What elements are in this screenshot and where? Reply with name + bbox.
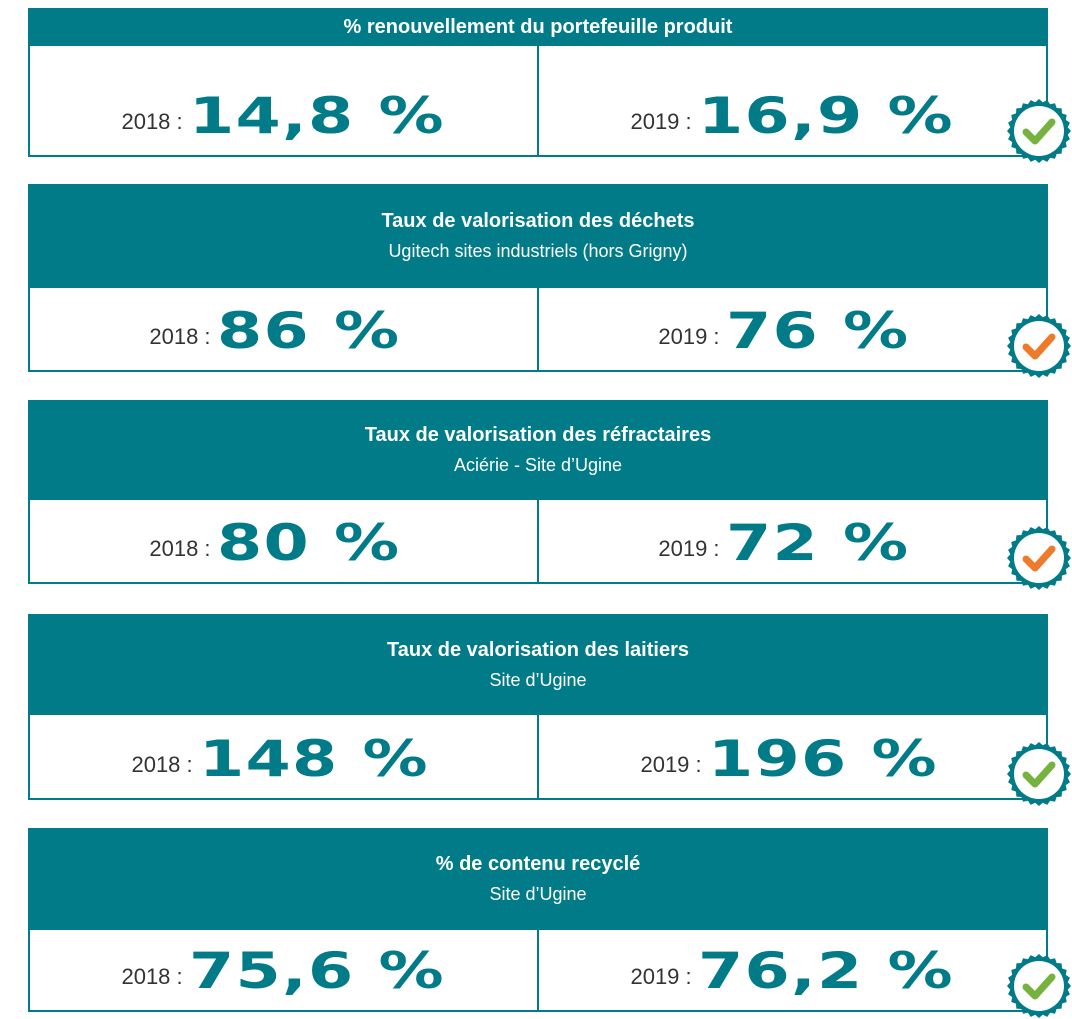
value-cell: 2018 :80 % xyxy=(30,500,537,582)
year-label: 2019 : xyxy=(630,109,692,134)
value: 75,6 % xyxy=(188,942,445,1000)
value: 86 % xyxy=(216,302,400,360)
card-subtitle: Site d’Ugine xyxy=(489,669,587,690)
year-label: 2018 : xyxy=(121,964,183,989)
value-cell: 2019 :16,9 % xyxy=(537,46,1046,155)
card-body: 2018 :80 % 2019 :72 % xyxy=(28,500,1048,584)
card-title: % de contenu recyclé xyxy=(435,853,641,875)
card: Taux de valorisation des laitiers Site d’… xyxy=(28,614,1048,800)
value-cell: 2018 :14,8 % xyxy=(30,46,537,155)
card-title: Taux de valorisation des déchets xyxy=(381,210,695,232)
card: Taux de valorisation des réfractaires Aci… xyxy=(28,400,1048,584)
year-label: 2019 : xyxy=(658,324,720,349)
card: Taux de valorisation des déchets Ugitech … xyxy=(28,184,1048,372)
value-cell: 2018 :75,6 % xyxy=(30,930,537,1010)
card-subtitle: Ugitech sites industriels (hors Grigny) xyxy=(388,241,688,261)
value: 14,8 % xyxy=(188,87,445,145)
card: % renouvellement du portefeuille produit… xyxy=(28,8,1048,157)
check-badge xyxy=(1007,314,1071,378)
check-badge xyxy=(1007,526,1071,590)
value: 148 % xyxy=(198,730,429,788)
card-body: 2018 :14,8 % 2019 :16,9 % xyxy=(28,46,1048,157)
value: 16,9 % xyxy=(697,87,954,145)
check-badge xyxy=(1007,954,1071,1018)
value: 196 % xyxy=(707,730,938,788)
check-badge xyxy=(1007,99,1071,163)
card-body: 2018 :75,6 % 2019 :76,2 % xyxy=(28,930,1048,1012)
card-header: % de contenu recyclé Site d’Ugine xyxy=(28,828,1048,930)
year-label: 2018 : xyxy=(121,109,183,134)
card-header: Taux de valorisation des laitiers Site d’… xyxy=(28,614,1048,715)
card-title: % renouvellement du portefeuille produit xyxy=(343,15,733,38)
year-label: 2018 : xyxy=(149,536,211,561)
value-cell: 2019 :76,2 % xyxy=(537,930,1046,1010)
value-cell: 2019 :72 % xyxy=(537,500,1046,582)
card: % de contenu recyclé Site d’Ugine 2018 :75… xyxy=(28,828,1048,1012)
year-label: 2018 : xyxy=(131,752,193,777)
value: 72 % xyxy=(725,514,909,572)
card-title: Taux de valorisation des laitiers xyxy=(387,638,689,661)
value-cell: 2018 :86 % xyxy=(30,288,537,370)
year-label: 2019 : xyxy=(640,752,702,777)
card-header: Taux de valorisation des réfractaires Aci… xyxy=(28,400,1048,500)
year-label: 2018 : xyxy=(149,324,211,349)
value-cell: 2018 :148 % xyxy=(30,715,537,798)
card-subtitle: Aciérie - Site d’Ugine xyxy=(453,455,623,475)
card-header: Taux de valorisation des déchets Ugitech … xyxy=(28,184,1048,288)
card-body: 2018 :148 % 2019 :196 % xyxy=(28,715,1048,800)
card-body: 2018 :86 % 2019 :76 % xyxy=(28,288,1048,372)
check-badge xyxy=(1007,742,1071,806)
value: 76,2 % xyxy=(697,942,954,1000)
card-subtitle: Site d’Ugine xyxy=(489,884,587,904)
card-title: Taux de valorisation des réfractaires xyxy=(364,424,712,446)
card-header: % renouvellement du portefeuille produit xyxy=(28,8,1048,46)
value-cell: 2019 :76 % xyxy=(537,288,1046,370)
value: 76 % xyxy=(725,302,909,360)
year-label: 2019 : xyxy=(630,964,692,989)
value: 80 % xyxy=(216,514,400,572)
year-label: 2019 : xyxy=(658,536,720,561)
value-cell: 2019 :196 % xyxy=(537,715,1046,798)
